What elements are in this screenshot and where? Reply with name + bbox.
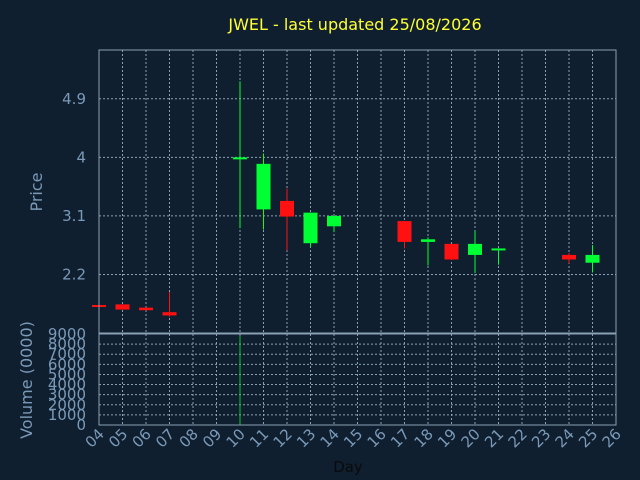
- volume-axis-label: Volume (0000): [17, 321, 36, 439]
- price-tick-label: 4: [76, 148, 86, 166]
- candle-body: [280, 200, 294, 217]
- volume-panel-frame: [98, 333, 617, 426]
- candle-body: [421, 239, 435, 242]
- chart-title: JWEL - last updated 25/08/2026: [227, 15, 481, 34]
- volume-tick-label: 0: [76, 416, 86, 434]
- candle-body: [233, 157, 247, 160]
- candle-body: [162, 312, 177, 316]
- candle-body: [115, 304, 130, 310]
- volume-tick-label: 4000: [48, 376, 86, 394]
- volume-tick-label: 7000: [48, 345, 86, 363]
- y-tick-labels: 2.2 3.1 4 4.9 010002000300040005000600070008…: [48, 90, 86, 434]
- candle-body: [468, 243, 482, 255]
- price-tick-label: 4.9: [62, 90, 86, 108]
- candle-body: [327, 215, 341, 227]
- x-axis-label: Day: [333, 458, 363, 476]
- candle-body: [444, 243, 459, 260]
- volume-tick-label: 2000: [48, 396, 86, 414]
- volume-tick-label: 5000: [48, 365, 86, 383]
- price-tick-label: 3.1: [62, 207, 86, 225]
- candle-body: [256, 163, 271, 210]
- volume-tick-label: 6000: [48, 355, 86, 373]
- candle-body: [562, 254, 576, 260]
- x-tick-labels: 0405060708091011121314151617181920212223…: [82, 425, 625, 451]
- price-axis-label: Price: [27, 172, 46, 211]
- price-tick-label: 2.2: [62, 265, 86, 283]
- volume-tick-label: 3000: [48, 386, 86, 404]
- candle-body: [585, 254, 600, 263]
- candle-body: [139, 307, 153, 311]
- candles-group: [92, 81, 600, 317]
- volume-tick-label: 1000: [48, 406, 86, 424]
- price-panel-frame: [98, 49, 617, 334]
- volume-tick-label: 9000: [48, 325, 86, 343]
- candle-body: [397, 221, 412, 242]
- panel-frames: [98, 49, 617, 426]
- volume-tick-label: 8000: [48, 335, 86, 353]
- candle-body: [491, 248, 506, 251]
- candle-body: [303, 212, 318, 244]
